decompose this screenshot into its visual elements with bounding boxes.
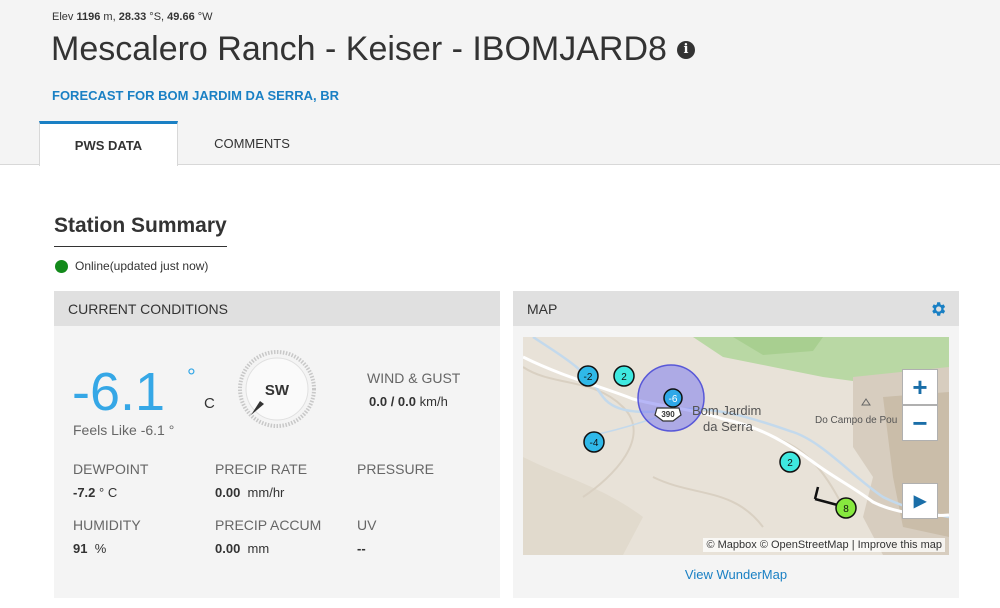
online-status: Online(updated just now) bbox=[55, 259, 208, 273]
svg-text:-4: -4 bbox=[590, 438, 599, 449]
station-marker-selected[interactable]: -6 bbox=[663, 388, 683, 408]
temperature-value: -6.1 bbox=[72, 362, 166, 422]
temperature-unit: C bbox=[204, 395, 215, 412]
view-wundermap-link[interactable]: View WunderMap bbox=[684, 567, 788, 582]
station-marker[interactable]: 2 bbox=[613, 365, 635, 387]
humidity-label: HUMIDITY bbox=[73, 517, 141, 533]
online-status-dot bbox=[55, 259, 68, 273]
humidity-unit: % bbox=[94, 541, 107, 556]
precip-rate-unit: mm/hr bbox=[247, 485, 285, 500]
gear-icon[interactable] bbox=[929, 300, 947, 318]
precip-accum-label: PRECIP ACCUM bbox=[215, 517, 322, 533]
lon-unit: °W bbox=[197, 11, 213, 23]
uv-number: -- bbox=[357, 541, 366, 556]
wind-compass: SW bbox=[238, 350, 316, 428]
dewpoint-unit: ° C bbox=[99, 485, 118, 500]
tab-comments[interactable]: COMMENTS bbox=[214, 136, 290, 151]
precip-rate-value: 0.00 mm/hr bbox=[215, 485, 284, 500]
precip-rate-label: PRECIP RATE bbox=[215, 461, 308, 477]
station-header: Elev 1196 m, 28.33 °S, 49.66 °W Mescaler… bbox=[0, 0, 1000, 166]
humidity-number: 91 bbox=[73, 541, 88, 556]
svg-text:390: 390 bbox=[661, 410, 675, 419]
wind-speed: 0.0 bbox=[369, 394, 388, 409]
wunder-map[interactable]: -2 2 -6 -4 2 8 bbox=[523, 337, 949, 555]
uv-label: UV bbox=[357, 517, 377, 533]
wind-gust-value: 0.0 / 0.0 km/h bbox=[369, 394, 448, 409]
elev-value: 1196 bbox=[76, 11, 101, 23]
tab-bar: PWS DATA COMMENTS bbox=[39, 121, 326, 166]
precip-rate-number: 0.00 bbox=[215, 485, 241, 500]
station-summary-title: Station Summary bbox=[54, 214, 227, 247]
uv-value: -- bbox=[357, 541, 366, 556]
title-row: Mescalero Ranch - Keiser - IBOMJARD8 i bbox=[51, 30, 695, 69]
current-conditions-header: CURRENT CONDITIONS bbox=[54, 291, 500, 326]
svg-text:-2: -2 bbox=[584, 372, 593, 383]
play-button[interactable]: ▶ bbox=[902, 483, 938, 519]
elev-unit: m, bbox=[103, 11, 116, 23]
lon-value: 49.66 bbox=[167, 11, 195, 23]
elev-label: Elev bbox=[52, 11, 74, 23]
map-canvas: -2 2 -6 -4 2 8 bbox=[523, 337, 949, 555]
zoom-out-button[interactable]: − bbox=[902, 405, 938, 441]
dewpoint-label: DEWPOINT bbox=[73, 461, 149, 477]
precip-accum-number: 0.00 bbox=[215, 541, 241, 556]
map-title: MAP bbox=[527, 300, 558, 317]
map-panel: MAP bbox=[513, 291, 959, 598]
online-status-text: Online(updated just now) bbox=[75, 259, 209, 273]
station-marker[interactable]: 2 bbox=[779, 451, 801, 473]
current-conditions-panel: CURRENT CONDITIONS -6.1 ° C Feels Like -… bbox=[54, 291, 500, 598]
svg-text:8: 8 bbox=[843, 504, 849, 515]
svg-text:2: 2 bbox=[787, 458, 793, 469]
humidity-value: 91 % bbox=[73, 541, 106, 556]
station-marker[interactable]: 8 bbox=[835, 497, 857, 519]
station-marker[interactable]: -2 bbox=[577, 365, 599, 387]
lat-value: 28.33 bbox=[118, 11, 147, 23]
lat-unit: °S, bbox=[149, 11, 165, 23]
dewpoint-number: -7.2 bbox=[73, 485, 96, 500]
dewpoint-value: -7.2 ° C bbox=[73, 485, 117, 500]
precip-accum-value: 0.00 mm bbox=[215, 541, 269, 556]
map-header: MAP bbox=[513, 291, 959, 326]
map-attribution[interactable]: © Mapbox © OpenStreetMap | Improve this … bbox=[703, 538, 945, 552]
map-road bbox=[523, 355, 949, 517]
forecast-link[interactable]: FORECAST FOR BOM JARDIM DA SERRA, BR bbox=[52, 88, 339, 103]
gust-speed: / 0.0 bbox=[390, 394, 416, 409]
svg-text:2: 2 bbox=[621, 372, 627, 383]
svg-text:-6: -6 bbox=[669, 394, 678, 405]
wind-gust-label: WIND & GUST bbox=[367, 370, 461, 386]
road-shield-icon: 390 bbox=[654, 407, 682, 422]
temperature-degree: ° bbox=[187, 364, 196, 389]
map-town-label: Bom Jardim bbox=[692, 403, 761, 418]
wind-unit: km/h bbox=[419, 394, 448, 409]
zoom-in-button[interactable]: + bbox=[902, 369, 938, 405]
station-marker[interactable]: -4 bbox=[583, 431, 605, 453]
info-icon[interactable]: i bbox=[676, 40, 695, 59]
tab-pws-data[interactable]: PWS DATA bbox=[39, 121, 178, 166]
precip-accum-unit: mm bbox=[247, 541, 270, 556]
feels-like: Feels Like -6.1 ° bbox=[73, 422, 175, 438]
elevation-coordinates: Elev 1196 m, 28.33 °S, 49.66 °W bbox=[52, 11, 213, 23]
wind-direction-arrow-icon bbox=[251, 401, 264, 415]
station-title: Mescalero Ranch - Keiser - IBOMJARD8 bbox=[51, 30, 667, 68]
pressure-label: PRESSURE bbox=[357, 461, 435, 477]
map-town-label: da Serra bbox=[703, 419, 754, 434]
map-peak-label: Do Campo de Pou bbox=[815, 415, 897, 426]
wind-direction-label: SW bbox=[265, 382, 290, 399]
peak-icon bbox=[861, 398, 871, 406]
